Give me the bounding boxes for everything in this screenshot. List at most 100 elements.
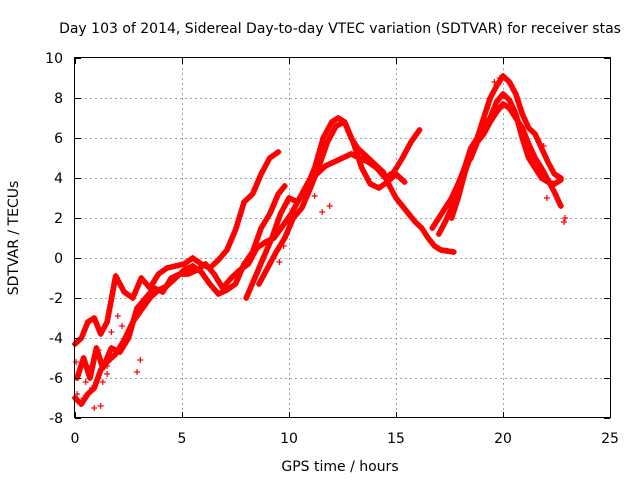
data-point [127,329,134,336]
data-point [80,395,87,401]
data-point [514,116,521,123]
x-tick-label: 10 [280,431,298,447]
data-point [234,221,241,228]
data-point [472,140,479,147]
data-point [91,315,98,321]
data-point [83,321,90,328]
data-point [313,168,320,175]
data-point [130,315,137,322]
data-point [492,101,499,108]
data-point [82,324,89,331]
data-point [281,183,288,189]
series-track-5 [256,119,408,287]
data-point [235,215,242,222]
y-tick-label: -4 [49,331,63,347]
data-point [128,324,135,331]
plot-frame [74,57,611,418]
series-track-8 [448,91,564,221]
data-point [460,176,467,183]
data-point [236,213,243,219]
data-point [321,147,328,153]
x-axis-label: GPS time / hours [281,459,398,475]
data-point [253,238,260,245]
y-tick-label: -2 [49,291,63,307]
data-point [131,313,138,320]
y-tick-label: -6 [49,371,63,387]
data-point [318,140,325,147]
data-point [543,195,550,201]
data-point [517,127,524,133]
data-series [72,73,569,411]
data-point [257,227,264,234]
data-point [127,326,134,333]
y-tick-label: 8 [54,91,63,107]
chart-title: Day 103 of 2014, Sidereal Day-to-day VTE… [59,21,621,37]
data-point [317,157,324,164]
data-point [322,144,329,151]
data-point [311,193,318,199]
data-point [560,219,567,225]
series-track-1 [72,149,282,347]
data-point [91,405,98,411]
data-point [314,165,321,172]
data-point [237,210,244,217]
y-tick-label: 10 [45,51,63,67]
data-point [99,379,106,385]
data-point [77,401,84,407]
data-point [104,371,111,377]
data-point [540,143,547,149]
data-point [319,137,326,144]
data-point [450,249,457,255]
data-point [458,181,465,188]
data-point [132,310,139,317]
y-axis-label: SDTVAR / TECUs [6,181,22,296]
data-point [178,261,185,268]
data-point [491,104,498,111]
data-point [166,264,173,271]
data-point [254,235,261,242]
data-point [74,391,81,397]
data-point [311,174,318,180]
data-point [272,224,279,231]
data-point [269,232,276,239]
data-point [233,224,240,231]
data-point [319,152,326,159]
data-point [114,313,121,319]
data-point [514,119,521,125]
scattered-points [73,75,569,411]
data-point [130,318,137,325]
data-point [276,259,283,265]
x-tick-label: 15 [387,431,405,447]
data-point [323,141,330,148]
data-point [93,320,100,327]
data-point [255,233,262,239]
data-point [274,219,281,225]
data-point [456,189,463,196]
data-point [557,177,564,183]
data-point [169,263,176,270]
data-point [273,221,280,228]
data-point [318,155,325,161]
y-tick-label: 6 [54,131,63,147]
data-point [460,173,467,180]
data-point [280,243,287,249]
data-point [235,218,242,225]
data-point [488,112,495,119]
y-tick-label: 0 [54,251,63,267]
data-point [164,265,171,271]
x-tick-label: 5 [178,431,187,447]
data-point [85,365,92,371]
y-tick-label: 2 [54,211,63,227]
data-point [557,203,564,209]
data-point [172,263,179,269]
data-point [326,203,333,209]
data-point [256,230,263,237]
data-point [317,143,324,150]
data-point [129,321,136,328]
y-tick-label: 4 [54,171,63,187]
data-point [271,227,278,233]
data-point [515,121,522,128]
data-point [315,163,322,169]
